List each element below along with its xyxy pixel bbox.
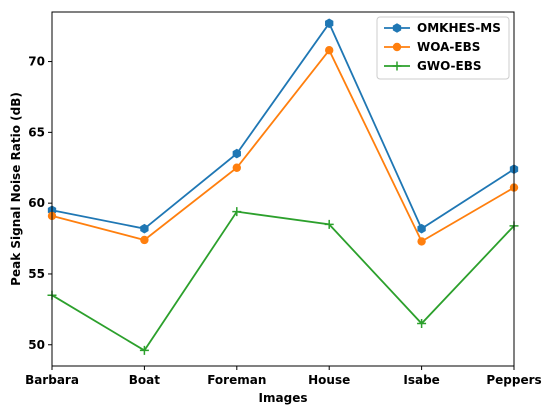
legend: OMKHES-MS WOA-EBS GWO-EBS bbox=[376, 16, 510, 80]
legend-label: WOA-EBS bbox=[417, 40, 480, 54]
data-point bbox=[232, 207, 242, 217]
data-point bbox=[232, 148, 241, 159]
x-tick-label: Barbara bbox=[25, 373, 79, 387]
data-point bbox=[417, 237, 426, 246]
data-point bbox=[140, 235, 149, 245]
x-tick-label: Boat bbox=[129, 373, 160, 387]
legend-marker bbox=[392, 23, 402, 33]
x-tick-label: House bbox=[308, 373, 350, 387]
legend-item: OMKHES-MS bbox=[384, 21, 501, 35]
x-tick-label: Isabe bbox=[403, 373, 439, 387]
plot-area bbox=[47, 18, 519, 355]
series-gwo-ebs bbox=[47, 207, 519, 355]
data-point bbox=[139, 345, 149, 355]
x-axis-label: Images bbox=[259, 391, 308, 405]
y-axis-label: Peak Signal Noise Ratio (dB) bbox=[9, 92, 23, 286]
y-tick-label: 70 bbox=[28, 55, 45, 69]
x-axis-ticks: Barbara Boat Foreman House Isabe Peppers bbox=[25, 366, 542, 387]
x-tick-label: Foreman bbox=[207, 373, 266, 387]
y-tick-label: 60 bbox=[28, 196, 45, 210]
series-line bbox=[51, 210, 515, 352]
legend-label: OMKHES-MS bbox=[417, 21, 501, 35]
axes: 50 55 60 65 70 Barbara Boat Foreman House Isabe P… bbox=[9, 11, 542, 405]
y-tick-label: 55 bbox=[28, 267, 45, 281]
legend-item: WOA-EBS bbox=[384, 40, 480, 54]
legend-box bbox=[376, 16, 510, 80]
data-point bbox=[325, 46, 334, 55]
series-woa-ebs bbox=[47, 46, 519, 246]
data-point bbox=[417, 223, 426, 234]
data-point bbox=[324, 219, 334, 229]
legend-marker bbox=[392, 61, 402, 71]
data-point bbox=[417, 319, 427, 329]
series-line bbox=[51, 21, 515, 230]
legend-marker bbox=[392, 42, 402, 52]
x-tick-label: Peppers bbox=[486, 373, 541, 387]
plot-frame bbox=[51, 11, 515, 367]
y-axis-ticks: 50 55 60 65 70 bbox=[28, 55, 52, 352]
y-tick-label: 50 bbox=[28, 338, 45, 352]
y-tick-label: 65 bbox=[28, 125, 45, 139]
series-line bbox=[51, 48, 515, 243]
legend-label: GWO-EBS bbox=[417, 59, 481, 73]
data-point bbox=[232, 163, 241, 172]
data-point bbox=[325, 18, 334, 29]
legend-item: GWO-EBS bbox=[384, 59, 481, 73]
data-point bbox=[140, 223, 149, 234]
